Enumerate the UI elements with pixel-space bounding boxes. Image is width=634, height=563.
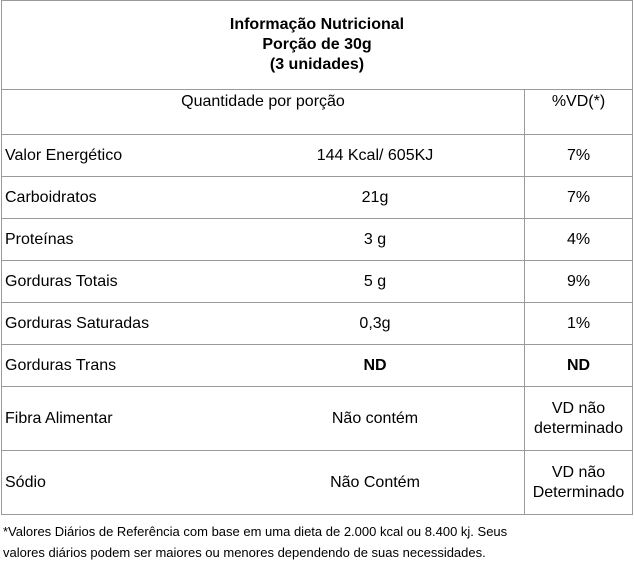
nutrient-name: Valor Energético [5, 146, 123, 164]
nutrient-vd: 7% [524, 176, 633, 219]
nutrient-vd: 4% [524, 218, 633, 261]
table-row: Fibra Alimentar Não contém VD não determ… [1, 386, 633, 451]
nutrient-vd: ND [524, 344, 633, 387]
nutrient-amount: 0,3g [359, 314, 391, 332]
vd-line-1: VD não [551, 399, 606, 417]
portion-size: Porção de 30g [262, 36, 372, 53]
nutrient-amount: Não Contém [330, 473, 420, 491]
nutrient-name: Sódio [5, 473, 46, 491]
table-header: Informação Nutricional Porção de 30g (3 … [1, 0, 633, 90]
table-title: Informação Nutricional [229, 16, 405, 33]
nutrient-amount: ND [363, 356, 387, 374]
portion-units: (3 unidades) [269, 56, 365, 73]
table-row: Gorduras Totais 5 g 9% [1, 260, 633, 303]
table-row: Carboidratos 21g 7% [1, 176, 633, 219]
footnote-line-1: *Valores Diários de Referência com base … [3, 524, 508, 539]
table-row: Proteínas 3 g 4% [1, 218, 633, 261]
footnote-line-2: valores diários podem ser maiores ou men… [3, 545, 486, 560]
nutrient-name: Proteínas [5, 230, 74, 248]
nutrition-facts-panel: Informação Nutricional Porção de 30g (3 … [1, 0, 633, 522]
vd-line-1: VD não [551, 463, 606, 481]
column-header-vd: %VD(*) [524, 89, 633, 135]
nutrient-name: Fibra Alimentar [5, 409, 113, 427]
nutrient-vd: VD não Determinado [524, 450, 633, 515]
nutrient-amount: Não contém [331, 409, 419, 427]
nutrient-name: Gorduras Saturadas [5, 314, 150, 332]
nutrient-amount: 144 Kcal/ 605KJ [316, 146, 434, 164]
table-row: Gorduras Saturadas 0,3g 1% [1, 302, 633, 345]
nutrient-name: Gorduras Totais [5, 272, 118, 290]
column-header-quantity: Quantidade por porção [1, 89, 525, 135]
footnote: *Valores Diários de Referência com base … [3, 521, 631, 563]
nutrient-vd: VD não determinado [524, 386, 633, 451]
nutrient-name: Gorduras Trans [5, 356, 117, 374]
table-row: Gorduras Trans ND ND [1, 344, 633, 387]
nutrient-vd: 1% [524, 302, 633, 345]
nutrient-amount: 5 g [363, 272, 387, 290]
nutrient-amount: 3 g [363, 230, 387, 248]
nutrient-vd: 9% [524, 260, 633, 303]
table-row: Valor Energético 144 Kcal/ 605KJ 7% [1, 134, 633, 177]
vd-line-2: determinado [534, 419, 623, 437]
nutrient-vd: 7% [524, 134, 633, 177]
vd-line-2: Determinado [532, 483, 625, 501]
nutrient-name: Carboidratos [5, 188, 97, 206]
nutrient-amount: 21g [361, 188, 389, 206]
nutrition-table: Informação Nutricional Porção de 30g (3 … [1, 0, 633, 515]
table-row: Sódio Não Contém VD não Determinado [1, 450, 633, 515]
